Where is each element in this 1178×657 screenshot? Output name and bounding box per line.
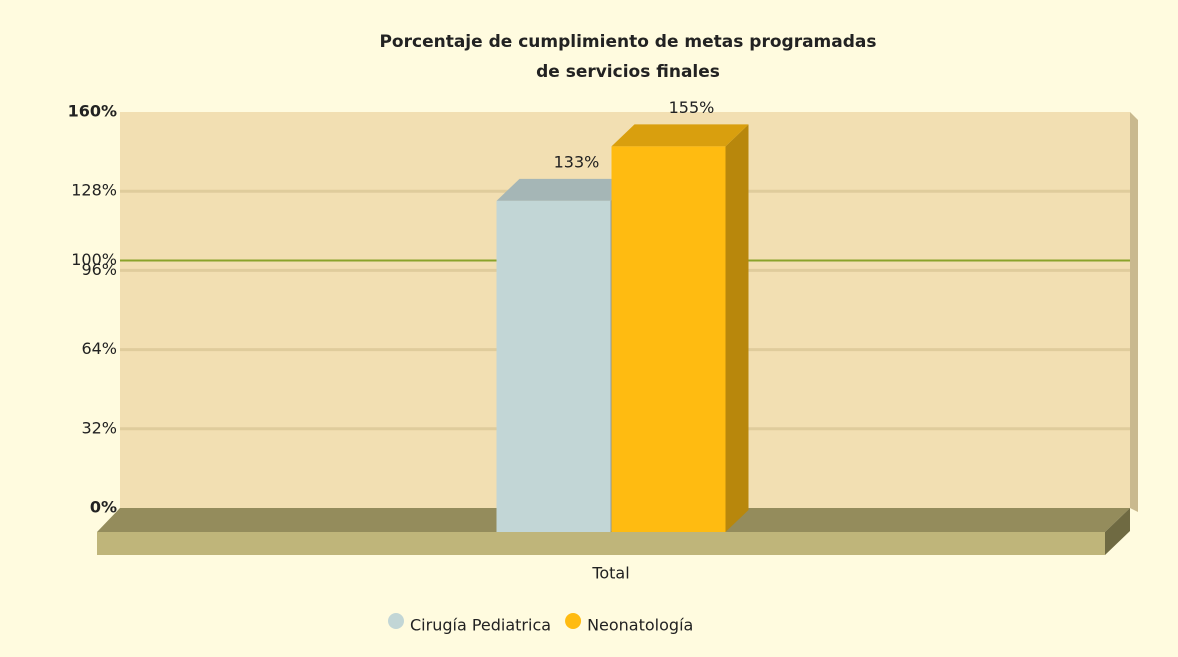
bar-side	[725, 124, 749, 532]
x-tick-label: Total	[591, 564, 629, 583]
bar-top	[496, 178, 634, 201]
y-tick-label: 96%	[81, 260, 117, 279]
bar-top	[611, 124, 749, 147]
wall-shadow	[1130, 112, 1138, 512]
legend-swatch	[388, 613, 404, 629]
bar	[611, 146, 726, 532]
y-tick-label: 0%	[90, 498, 117, 517]
legend-label: Cirugía Pediatrica	[410, 616, 551, 635]
legend-swatch	[565, 613, 582, 629]
reference-label: 100%	[71, 250, 117, 269]
y-tick-label: 128%	[71, 181, 117, 200]
legend-label: Neonatología	[587, 616, 693, 635]
chart-title: de servicios finales	[536, 62, 720, 82]
chart-title: Porcentaje de cumplimiento de metas prog…	[379, 32, 876, 52]
floor-front	[97, 532, 1105, 555]
y-tick-label: 32%	[81, 418, 117, 437]
data-label: 155%	[669, 98, 715, 117]
bar	[496, 200, 611, 532]
y-tick-label: 64%	[81, 339, 117, 358]
floor-side	[1105, 508, 1130, 555]
y-tick-label: 160%	[68, 102, 117, 121]
data-label: 133%	[554, 152, 600, 171]
